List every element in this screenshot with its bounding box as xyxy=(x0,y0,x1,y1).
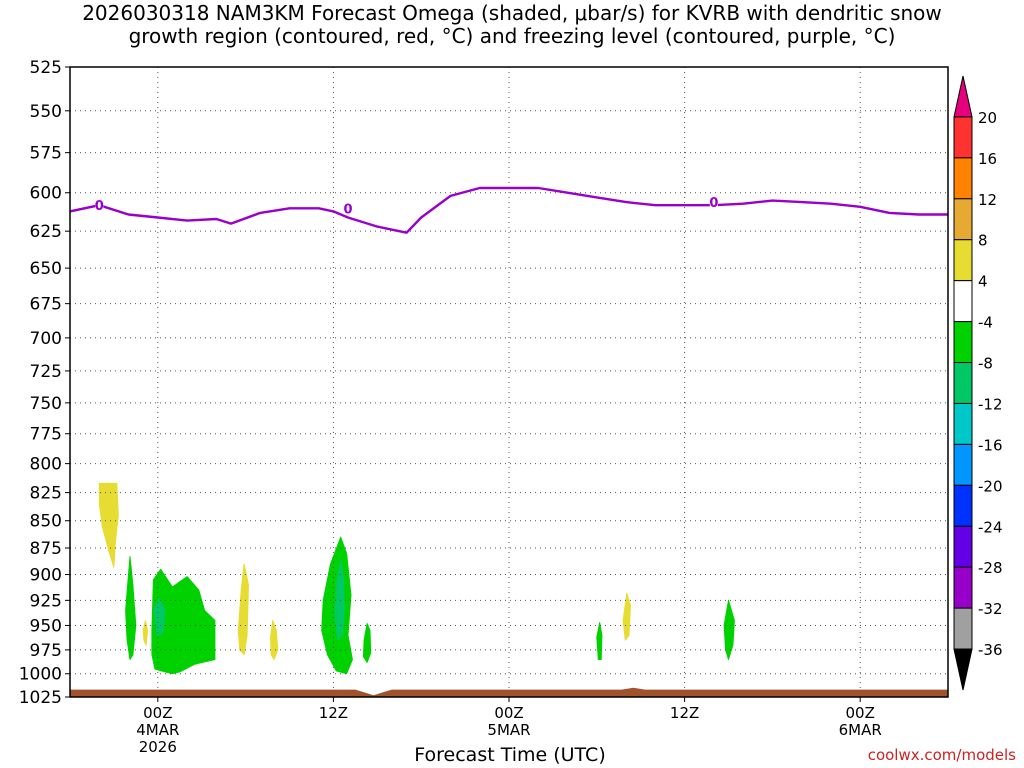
freezing-level-label-3: 0 xyxy=(709,196,718,211)
y-tick-label-550: 550 xyxy=(30,102,62,122)
x-axis-title: Forecast Time (UTC) xyxy=(414,744,606,766)
x-tick-label-6-2: 4MAR xyxy=(136,721,179,739)
colorbar-label--12: -12 xyxy=(978,395,1003,413)
freezing-level-line xyxy=(70,186,948,234)
y-tick-label-800: 800 xyxy=(30,455,62,475)
plot-area: 0 0 0 xyxy=(70,66,948,698)
omega-region-4 xyxy=(151,568,216,675)
x-tick-label-54-2: 6MAR xyxy=(839,721,882,739)
omega-region-9 xyxy=(334,558,345,641)
colorbar-segment-2 xyxy=(953,157,973,200)
colorbar-top-triangle xyxy=(953,75,973,118)
axes: 525 550 575 600 625 650 675 700 725 750 775 800 825 8… xyxy=(19,58,949,756)
y-tick-label-925: 925 xyxy=(30,591,62,611)
colorbar-label--28: -28 xyxy=(978,559,1003,577)
source-credit: coolwx.com/models xyxy=(867,746,1016,764)
x-tick-label-30-2: 5MAR xyxy=(487,721,530,739)
y-tick-label-575: 575 xyxy=(30,144,62,164)
freezing-level-label-1: 0 xyxy=(95,199,104,214)
omega-colorbar: 20 16 12 8 4 -4 -8 -12 -16 -20 -24 -28 -32 -36 xyxy=(953,75,1003,691)
x-tick-label-54-1: 00Z xyxy=(846,704,875,722)
omega-region-5 xyxy=(153,597,166,636)
omega-region-6 xyxy=(237,563,249,656)
y-tick-label-1000: 1000 xyxy=(19,665,62,685)
chart-title: 2026030318 NAM3KM Forecast Omega (shaded… xyxy=(0,2,1024,48)
colorbar-segment-11 xyxy=(953,525,973,568)
gridlines xyxy=(70,66,948,698)
terrain xyxy=(70,687,948,697)
freezing-label-bg-3 xyxy=(709,195,718,209)
colorbar-label--20: -20 xyxy=(978,477,1003,495)
colorbar-label--24: -24 xyxy=(978,518,1003,536)
x-tick-label-6-3: 2026 xyxy=(139,738,177,756)
colorbar-label-4: 4 xyxy=(978,273,988,291)
y-tick-label-775: 775 xyxy=(30,425,62,445)
colorbar-segment-8 xyxy=(953,402,973,445)
chart-title-line-2: growth region (contoured, red, °C) and f… xyxy=(128,24,896,48)
y-tick-label-600: 600 xyxy=(30,184,62,204)
freezing-label-bg-2 xyxy=(344,201,353,215)
colorbar-label--32: -32 xyxy=(978,600,1003,618)
omega-region-3 xyxy=(142,620,149,646)
colorbar-segment-3 xyxy=(953,198,973,241)
colorbar-label-12: 12 xyxy=(978,191,997,209)
y-tick-label-850: 850 xyxy=(30,512,62,532)
terrain-fill xyxy=(70,687,948,697)
chart-title-line-1: 2026030318 NAM3KM Forecast Omega (shaded… xyxy=(82,1,942,25)
y-tick-label-950: 950 xyxy=(30,616,62,636)
y-tick-label-650: 650 xyxy=(30,259,62,279)
colorbar-label--36: -36 xyxy=(978,641,1003,659)
colorbar-segment-4 xyxy=(953,239,973,282)
y-tick-label-975: 975 xyxy=(30,641,62,661)
y-tick-label-750: 750 xyxy=(30,394,62,414)
y-tick-label-900: 900 xyxy=(30,566,62,586)
colorbar-label--16: -16 xyxy=(978,436,1003,454)
colorbar-segment-5 xyxy=(953,280,973,323)
omega-region-10 xyxy=(362,623,372,663)
colorbar-label-20: 20 xyxy=(978,109,997,127)
colorbar-segment-6 xyxy=(953,321,973,364)
colorbar-segment-7 xyxy=(953,362,973,404)
y-tick-label-1025: 1025 xyxy=(19,688,62,708)
x-tick-label-6-1: 00Z xyxy=(143,704,172,722)
y-tick-label-725: 725 xyxy=(30,362,62,382)
colorbar-bottom-triangle xyxy=(953,648,973,691)
y-tick-label-525: 525 xyxy=(30,58,62,78)
colorbar-segment-9 xyxy=(953,443,973,486)
colorbar-label--8: -8 xyxy=(978,355,993,373)
x-tick-label-18-1: 12Z xyxy=(319,704,348,722)
colorbar-segment-1 xyxy=(953,116,973,159)
colorbar-segment-13 xyxy=(953,607,973,650)
y-tick-label-675: 675 xyxy=(30,295,62,315)
colorbar-label-8: 8 xyxy=(978,232,988,250)
omega-region-1 xyxy=(98,482,119,568)
omega-region-12 xyxy=(622,592,631,641)
y-tick-label-825: 825 xyxy=(30,484,62,504)
freezing-label-bg-1 xyxy=(95,198,104,212)
y-tick-label-625: 625 xyxy=(30,222,62,242)
freezing-level-label-2: 0 xyxy=(344,202,353,217)
y-tick-label-700: 700 xyxy=(30,329,62,349)
colorbar-segment-12 xyxy=(953,566,973,609)
x-tick-label-42-1: 12Z xyxy=(670,704,699,722)
x-tick-label-30-1: 00Z xyxy=(494,704,523,722)
colorbar-label--4: -4 xyxy=(978,314,993,332)
y-tick-label-875: 875 xyxy=(30,539,62,559)
colorbar-label-16: 16 xyxy=(978,150,997,168)
colorbar-segment-10 xyxy=(953,484,973,527)
